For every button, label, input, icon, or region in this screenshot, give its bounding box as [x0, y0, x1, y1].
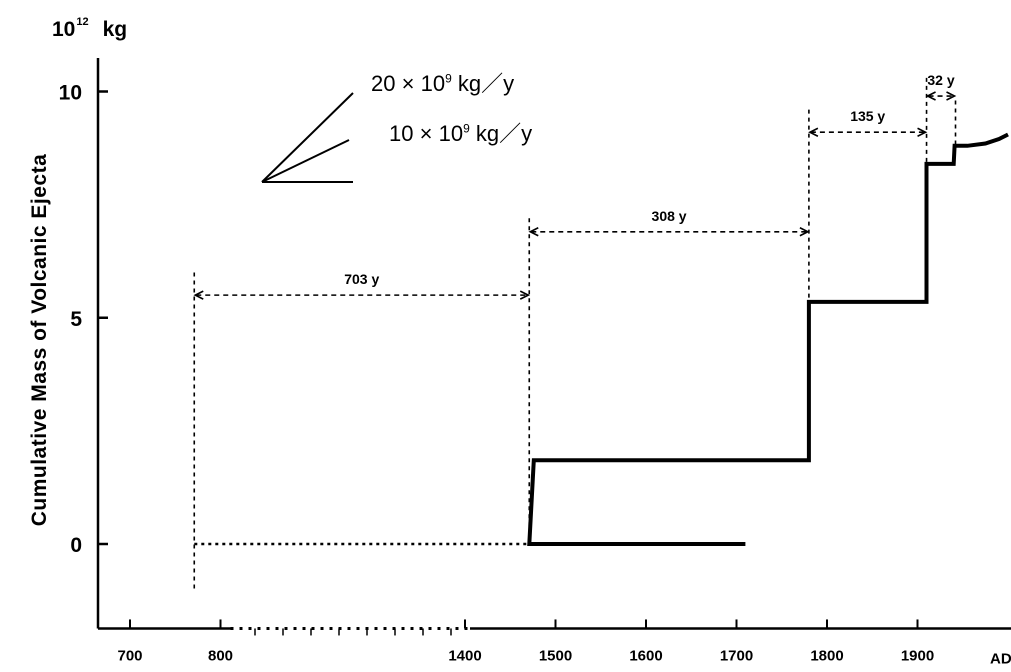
x-tick-label: 1500 [539, 647, 572, 664]
rate-20-unit: kg／y [457, 71, 515, 96]
interval-arrow-right [946, 91, 957, 101]
rate-20-coefficient: 20 [371, 71, 396, 96]
rate-20-exponent: 9 [445, 71, 452, 86]
interval-label: 308 y [652, 208, 687, 224]
rate-10-coefficient: 10 [389, 121, 414, 146]
interval-arrow-right [799, 227, 810, 237]
y-tick-label: 0 [70, 534, 82, 557]
axes: 0 5 10 700 800 1400 1500 1600 1700 1800 1900 AD [59, 58, 1011, 667]
x-tick-label: 1600 [629, 647, 662, 664]
x-tick-label: 1900 [901, 647, 934, 664]
interval-arrow-left [528, 227, 539, 237]
interval-annotations: 703 y 308 y 135 y 32 y [193, 72, 957, 300]
interval-arrow-right [917, 127, 928, 137]
x-tick-label: 1700 [720, 647, 753, 664]
y-unit-label: 1012 kg [52, 16, 128, 42]
rate-20-base: 10 [420, 71, 446, 96]
rate-legend-lines [261, 92, 354, 183]
x-unit-label: AD [990, 650, 1011, 667]
y-unit-base: 10 [52, 18, 76, 41]
rate-20-times: × [401, 71, 415, 96]
y-unit-kg: kg [102, 18, 128, 41]
rate-label-20: 20 × 109 kg／y [371, 66, 514, 98]
x-tick-label: 1400 [448, 647, 481, 664]
rate-line-10 [261, 139, 350, 183]
y-tick-label: 5 [70, 308, 82, 331]
y-unit-exponent: 12 [76, 16, 89, 28]
interval-arrow-left [193, 290, 204, 300]
x-tick-label: 700 [117, 647, 142, 664]
reference-markers [193, 77, 957, 590]
rate-10-times: × [419, 121, 433, 146]
interval-arrow-left [925, 91, 936, 101]
interval-label: 32 y [927, 72, 954, 88]
interval-label: 703 y [344, 271, 379, 287]
rate-10-exponent: 9 [463, 121, 470, 136]
rate-10-unit: kg／y [475, 121, 533, 146]
rate-10-base: 10 [438, 121, 464, 146]
data-series [194, 132, 1009, 546]
interval-label: 135 y [850, 108, 885, 124]
interval-arrow-right [519, 290, 531, 300]
series-cumulative-line [527, 132, 1009, 546]
x-tick-label: 800 [208, 647, 233, 664]
x-tick-label: 1800 [810, 647, 843, 664]
rate-line-20 [261, 92, 354, 183]
rate-label-10: 10 × 109 kg／y [389, 116, 532, 148]
interval-arrow-left [808, 127, 819, 137]
y-tick-label: 10 [59, 82, 82, 105]
